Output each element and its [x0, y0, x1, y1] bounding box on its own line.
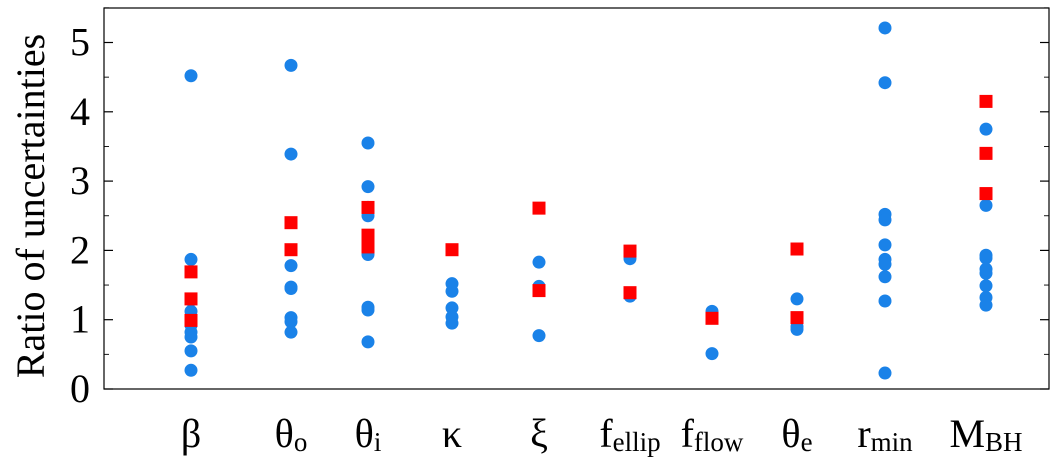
x-category-label: fflow: [681, 411, 744, 457]
data-point-circle: [979, 122, 993, 136]
data-point-square: [361, 240, 375, 254]
x-category-label: MBH: [949, 411, 1022, 457]
category-symbol: θ: [275, 411, 294, 456]
data-point-circle: [705, 347, 719, 361]
x-category-label: κ: [442, 411, 462, 456]
data-point-circle: [284, 58, 298, 72]
data-point-circle: [979, 198, 993, 212]
category-symbol: ξ: [530, 411, 548, 456]
data-point-circle: [790, 322, 804, 336]
data-point-square: [361, 200, 375, 214]
category-subscript: flow: [694, 427, 744, 457]
data-point-circle: [361, 136, 375, 150]
y-tick-label: 0: [70, 366, 90, 411]
data-point-square: [532, 284, 546, 298]
x-category-label: rmin: [857, 411, 913, 457]
x-category-label: θi: [355, 411, 382, 457]
y-tick-label: 1: [70, 297, 90, 342]
x-category-label: fellip: [599, 411, 660, 457]
category-subscript: min: [871, 427, 914, 457]
data-point-square: [979, 94, 993, 108]
category-subscript: e: [801, 427, 813, 457]
data-point-circle: [184, 330, 198, 344]
data-point-circle: [532, 329, 546, 343]
data-point-circle: [979, 298, 993, 312]
category-subscript: i: [374, 427, 382, 457]
data-point-circle: [361, 303, 375, 317]
data-point-circle: [361, 180, 375, 194]
data-point-circle: [979, 251, 993, 265]
data-point-square: [705, 311, 719, 325]
data-point-square: [979, 187, 993, 201]
data-point-circle: [878, 76, 892, 90]
data-point-square: [284, 243, 298, 257]
y-tick-label: 5: [70, 20, 90, 65]
data-point-circle: [284, 325, 298, 339]
x-category-label: θe: [781, 411, 812, 457]
data-point-circle: [445, 316, 459, 330]
data-point-square: [284, 216, 298, 230]
x-category-label: β: [181, 411, 201, 456]
x-category-label: ξ: [530, 411, 548, 456]
data-point-circle: [184, 344, 198, 358]
data-point-circle: [361, 335, 375, 349]
data-point-square: [532, 201, 546, 215]
data-point-circle: [284, 282, 298, 296]
y-tick-label: 2: [70, 227, 90, 272]
data-point-circle: [878, 294, 892, 308]
category-symbol: r: [857, 411, 870, 456]
data-point-circle: [184, 252, 198, 266]
category-subscript: o: [294, 427, 308, 457]
data-point-circle: [284, 147, 298, 161]
x-category-label: θo: [275, 411, 308, 457]
data-point-square: [184, 292, 198, 306]
data-point-circle: [532, 255, 546, 269]
data-points: [184, 21, 993, 380]
data-point-square: [790, 311, 804, 325]
data-point-circle: [790, 292, 804, 306]
y-tick-labels: 0 1 2 3 4 5: [70, 20, 90, 412]
data-point-square: [623, 286, 637, 300]
category-subscript: ellip: [613, 427, 661, 457]
data-point-circle: [878, 238, 892, 252]
plot-frame: [103, 7, 1050, 390]
category-symbol: θ: [355, 411, 374, 456]
data-point-circle: [878, 21, 892, 35]
category-symbol: κ: [442, 411, 462, 456]
category-symbol: θ: [781, 411, 800, 456]
category-symbol: β: [181, 411, 201, 456]
data-point-square: [979, 146, 993, 160]
data-point-circle: [184, 363, 198, 377]
data-point-circle: [878, 213, 892, 227]
data-point-circle: [878, 270, 892, 284]
data-point-square: [184, 313, 198, 327]
data-point-circle: [979, 279, 993, 293]
data-point-circle: [445, 284, 459, 298]
data-point-circle: [184, 69, 198, 83]
category-symbol: f: [681, 411, 695, 456]
data-point-square: [184, 265, 198, 279]
y-tick-label: 4: [70, 89, 90, 134]
data-point-circle: [284, 259, 298, 273]
data-point-circle: [284, 315, 298, 329]
x-category-labels: β θo θi κ ξ fellip fflow θe rmin MBH: [181, 411, 1023, 457]
category-subscript: BH: [985, 427, 1023, 457]
data-point-circle: [878, 257, 892, 271]
data-point-square: [790, 242, 804, 256]
y-axis-label: Ratio of uncertainties: [8, 34, 53, 378]
y-tick-label: 3: [70, 158, 90, 203]
category-symbol: M: [949, 411, 985, 456]
data-point-circle: [979, 266, 993, 280]
axis-ticks: [104, 7, 1049, 390]
data-point-circle: [878, 366, 892, 380]
data-point-circle: [445, 301, 459, 315]
data-point-square: [445, 243, 459, 257]
category-symbol: f: [599, 411, 613, 456]
data-point-square: [623, 244, 637, 258]
